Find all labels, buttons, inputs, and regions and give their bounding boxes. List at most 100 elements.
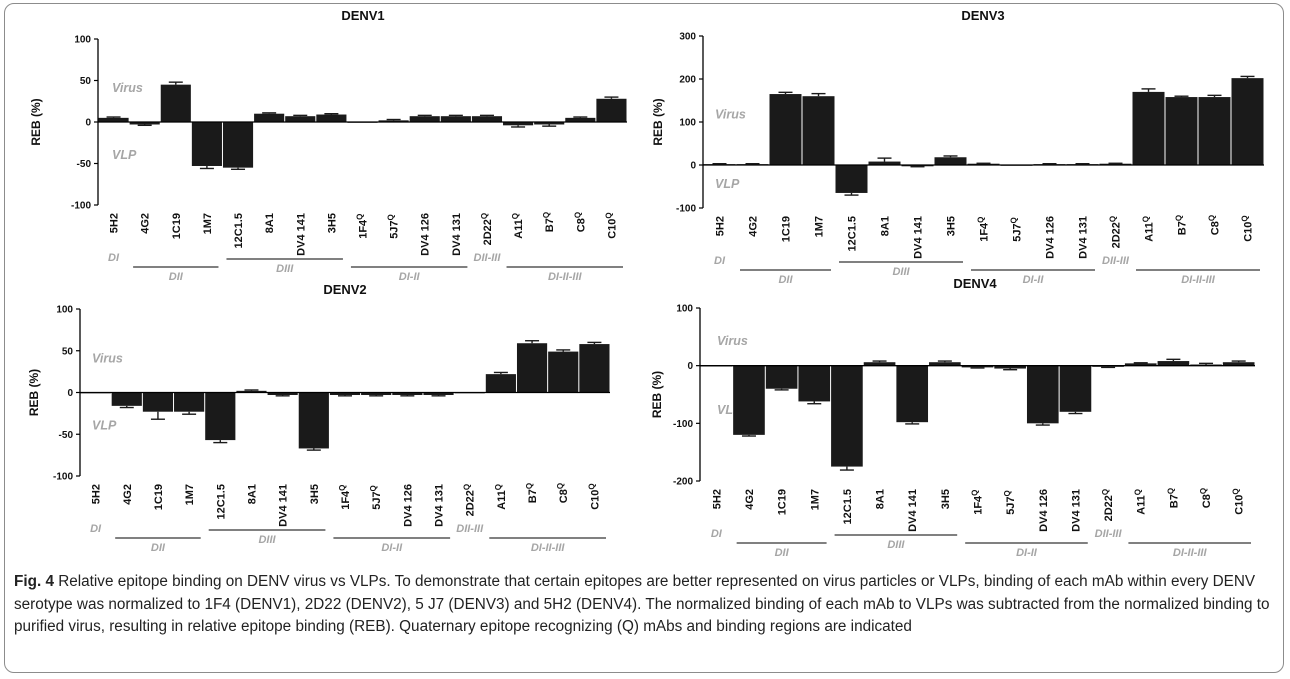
x-category-label: 1C19	[781, 216, 793, 242]
bar-5j7	[361, 392, 392, 396]
panel-title: DENV3	[961, 8, 1004, 23]
x-category-label: A11Q	[494, 484, 508, 510]
bar-a11	[1132, 91, 1165, 165]
x-category-label: DV4 141	[295, 213, 307, 256]
x-category-label: B7Q	[1175, 215, 1189, 235]
bar-5j7	[378, 120, 409, 122]
quaternary-mark: Q	[1003, 490, 1012, 496]
x-category-text: B7	[544, 218, 556, 232]
x-category-text: 1F4	[340, 490, 352, 510]
bar-1m7	[802, 96, 835, 165]
quaternary-mark: Q	[387, 214, 396, 220]
x-category-label: B7Q	[1166, 488, 1180, 508]
x-category-text: 1F4	[979, 222, 991, 242]
quaternary-mark: Q	[971, 490, 980, 496]
region-label: DII-III	[1095, 528, 1123, 540]
chart-panel-denv3: DENV3 300 200 100 0 -100 REB (%) Virus VLP 5H2 4G2…	[651, 8, 1264, 286]
x-category-label: 1M7	[814, 216, 826, 237]
bar-3h5	[316, 114, 347, 122]
x-category-label: 5J7Q	[369, 485, 383, 510]
y-tick-label: -100	[676, 204, 696, 215]
quaternary-mark: Q	[463, 484, 472, 490]
bar-c10	[579, 344, 610, 393]
region-label: DI-II	[381, 542, 403, 554]
bar-5h2	[98, 117, 129, 122]
y-tick-label: 0	[67, 388, 73, 399]
bar-12c1.5	[835, 165, 868, 193]
bar-dv4-141	[267, 392, 298, 396]
x-category-text: C8	[575, 218, 587, 232]
x-category-label: A11Q	[1134, 489, 1148, 515]
x-category-label: 2D22Q	[480, 213, 494, 246]
x-category-text: 1F4	[358, 219, 370, 239]
x-category-label: DV4 141	[278, 484, 290, 527]
region-label: DI-II-III	[1181, 274, 1216, 286]
x-category-text: B7	[1168, 494, 1180, 508]
x-category-label: 3H5	[309, 484, 321, 504]
chart-panel-denv1: DENV1 100 50 0 -50 -100 REB (%) Virus VLP 5H2 4G2 1…	[29, 8, 627, 283]
y-tick-label: -200	[673, 477, 693, 488]
x-category-label: DV4 126	[1038, 489, 1050, 532]
bar-dv4-141	[896, 365, 929, 423]
quaternary-mark: Q	[1142, 216, 1151, 222]
x-category-label: 12C1.5	[215, 484, 227, 519]
quaternary-mark: Q	[556, 483, 565, 489]
figure-4-panels: DENV1 100 50 0 -50 -100 REB (%) Virus VLP 5H2 4G2 1…	[27, 8, 1264, 559]
bar-b7	[1157, 361, 1190, 366]
x-category-label: C10Q	[1232, 488, 1246, 514]
region-label: DI-II-III	[531, 542, 566, 554]
x-category-text: 5J7	[371, 491, 383, 509]
quaternary-mark: Q	[587, 483, 596, 489]
x-category-text: C10	[1234, 495, 1246, 515]
region-label: DII	[775, 547, 790, 559]
x-category-label: 5J7Q	[1010, 217, 1024, 242]
x-category-label: A11Q	[1142, 216, 1156, 242]
x-category-label: 5J7Q	[1003, 490, 1017, 515]
region-label: DII-III	[474, 252, 502, 264]
x-category-text: 5J7	[1012, 223, 1024, 241]
quaternary-mark: Q	[977, 217, 986, 223]
x-category-label: 12C1.5	[233, 213, 245, 248]
zone-label-vlp: VLP	[715, 177, 740, 191]
region-label: DI-II-III	[548, 271, 583, 283]
x-category-text: B7	[527, 489, 539, 503]
x-category-label: DV4 141	[907, 489, 919, 532]
figure-frame	[4, 3, 1284, 673]
quaternary-mark: Q	[604, 212, 613, 218]
region-label: DI	[108, 252, 120, 264]
quaternary-mark: Q	[494, 484, 503, 490]
region-label: DI	[714, 255, 726, 267]
quaternary-mark: Q	[1241, 215, 1250, 221]
y-axis-label: REB (%)	[29, 98, 43, 145]
x-category-label: 2D22Q	[463, 484, 477, 517]
x-category-label: DV4 126	[1045, 216, 1057, 259]
bar-c10	[596, 98, 627, 122]
x-category-label: 4G2	[122, 484, 134, 505]
region-label: DI-II	[399, 271, 421, 283]
x-category-label: 4G2	[744, 489, 756, 510]
quaternary-mark: Q	[542, 212, 551, 218]
x-category-label: DV4 126	[402, 484, 414, 527]
x-category-label: 5H2	[715, 216, 727, 236]
x-category-label: 12C1.5	[842, 489, 854, 524]
x-category-text: C8	[1201, 494, 1213, 508]
quaternary-mark: Q	[1199, 488, 1208, 494]
x-category-label: 8A1	[875, 489, 887, 509]
figure-label: Fig. 4	[14, 573, 54, 590]
y-tick-label: 0	[85, 118, 91, 129]
x-category-label: 5H2	[109, 213, 121, 233]
x-category-label: C8Q	[556, 483, 570, 503]
x-category-label: B7Q	[542, 212, 556, 232]
y-tick-label: 100	[676, 304, 693, 315]
y-axis-label: REB (%)	[651, 98, 665, 145]
x-category-text: A11	[1136, 495, 1148, 515]
panel-title: DENV1	[341, 8, 384, 23]
panel-title: DENV4	[953, 276, 997, 291]
region-label: DII-III	[1102, 255, 1130, 267]
bar-b7	[534, 122, 565, 125]
bar-12c1.5	[205, 392, 236, 441]
bar-1c19	[769, 94, 802, 165]
x-category-text: A11	[496, 490, 508, 510]
bar-5j7	[994, 365, 1026, 369]
